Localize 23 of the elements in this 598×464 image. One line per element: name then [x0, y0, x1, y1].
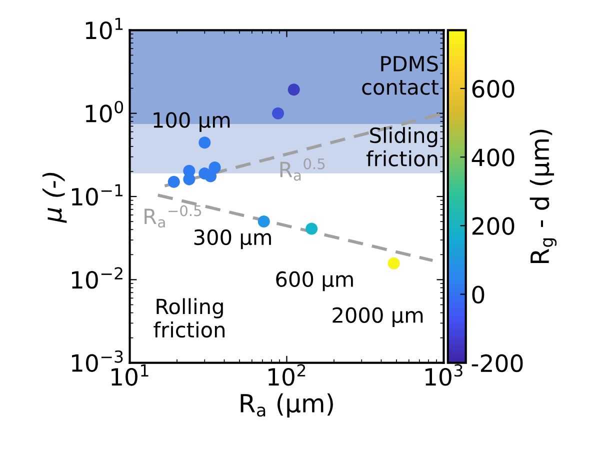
color-bar-label: -200 [472, 354, 523, 372]
y-tick-label: 10$^{−2}$ [72, 267, 122, 289]
x-tick-label: 10$^{3}$ [426, 364, 462, 386]
band-label: Sliding friction [366, 127, 438, 166]
x-axis-title: R$_{a}$ (µm) [240, 393, 333, 418]
annotation: 300 µm [194, 229, 271, 250]
color-bar-label: 400 [472, 148, 514, 166]
y-axis-title: µ (-) [42, 172, 67, 224]
color-bar-label: 200 [472, 217, 514, 235]
color-bar-label: 0 [472, 286, 484, 304]
annotation: R$_{a}$$^{−0.5}$ [144, 205, 202, 228]
annotation: 2000 µm [332, 307, 423, 328]
color-bar-title: R$_{g}$ - d (µm) [530, 130, 557, 264]
annotation: Rolling friction [154, 298, 224, 338]
y-tick-label: 10$^{−1}$ [72, 184, 123, 206]
y-tick-label: 10$^{0}$ [86, 100, 124, 122]
y-tick-label: 10$^{1}$ [86, 18, 123, 40]
x-tick-label: 10$^{2}$ [268, 364, 306, 386]
annotation: R$_{a}$$^{0.5}$ [280, 158, 325, 181]
color-bar-label: 600 [472, 80, 514, 98]
annotation: 600 µm [276, 271, 353, 292]
annotation: 100 µm [154, 112, 230, 132]
band-label: PDMS contact [362, 56, 439, 95]
